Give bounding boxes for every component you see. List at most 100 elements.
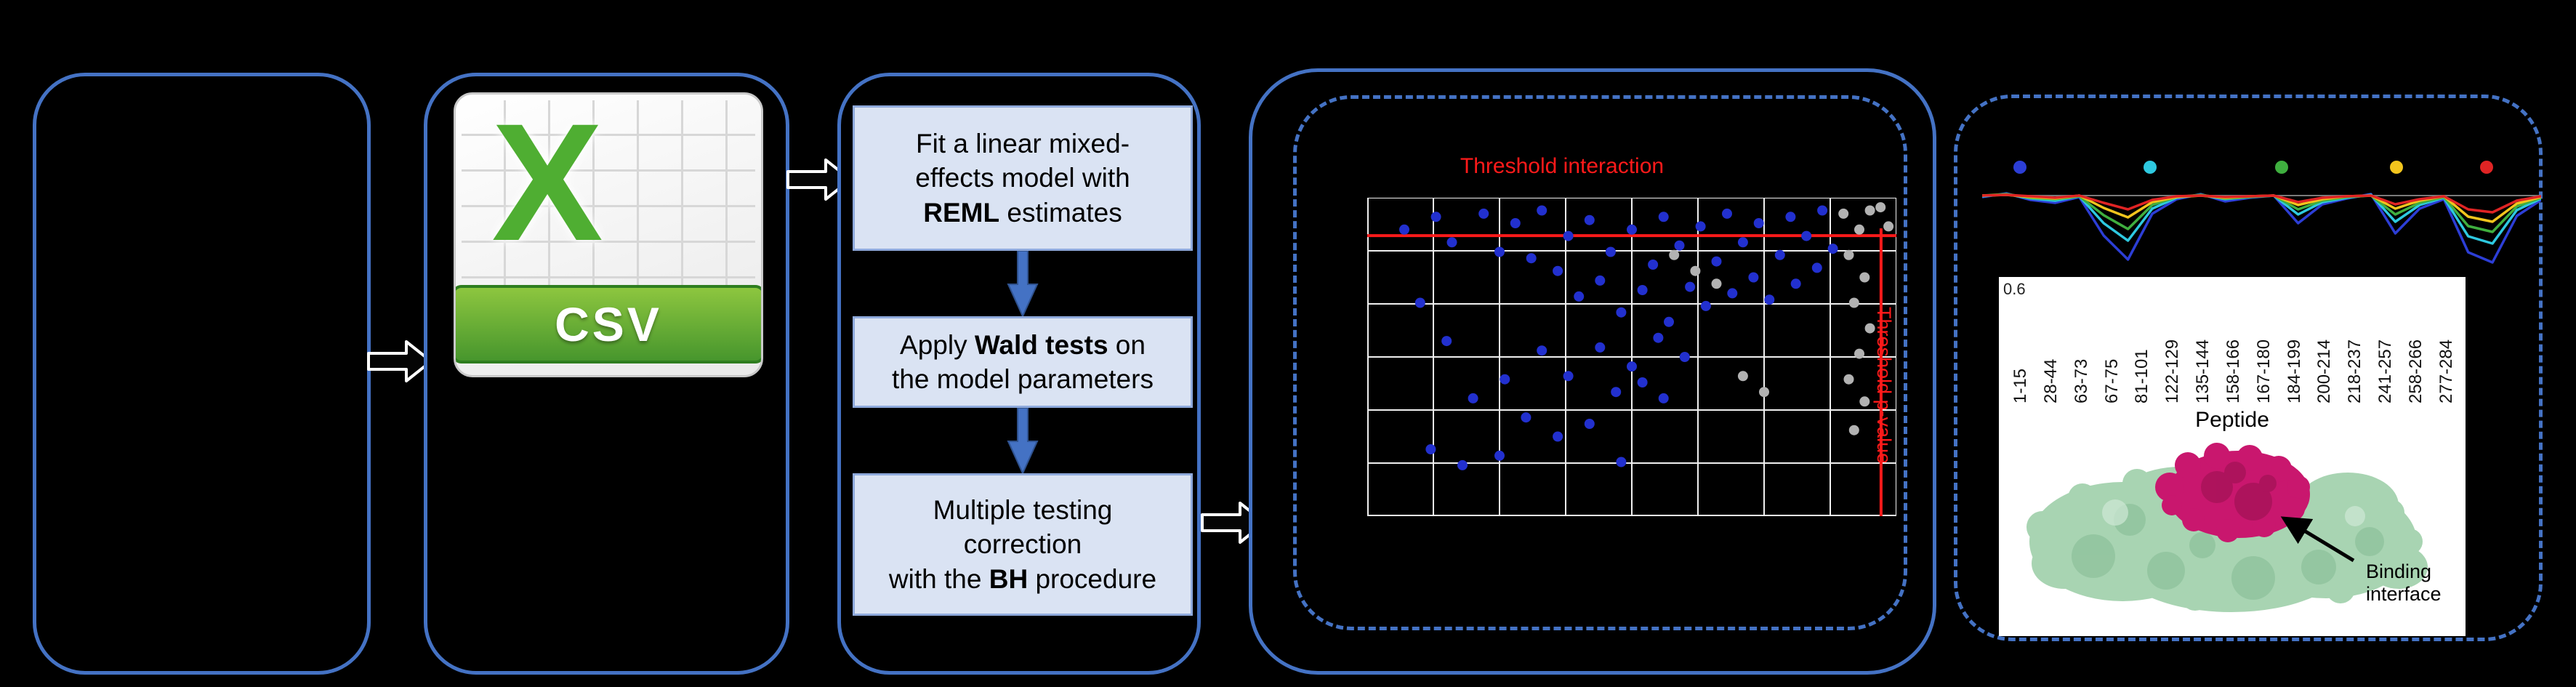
volcano-point <box>1563 230 1574 241</box>
uptake-series-line <box>1982 193 2541 245</box>
volcano-point <box>1537 345 1547 356</box>
volcano-point <box>1748 272 1759 283</box>
uptake-series-line <box>1982 193 2541 214</box>
volcano-point <box>1843 249 1854 260</box>
volcano-point <box>1864 205 1875 216</box>
results-panel: Threshold interaction Threshold p-value <box>1249 68 1936 675</box>
uptake-chart-svg <box>1982 192 2541 264</box>
flow-arrow-right-icon <box>367 340 432 382</box>
binding-interface-caption: Binding interface <box>2366 561 2442 606</box>
binding-interface-arrow <box>2280 516 2355 563</box>
peptide-tick-label: 200-214 <box>2314 339 2335 403</box>
step-text-bold: Wald tests <box>974 329 1108 360</box>
volcano-point <box>1537 205 1547 216</box>
uptake-difference-chart <box>1982 142 2541 274</box>
volcano-point <box>1414 297 1425 308</box>
csv-input-panel: X CSV <box>424 73 789 675</box>
state-legend-dot <box>2275 161 2289 174</box>
peptide-tick-label: 158-166 <box>2223 339 2243 403</box>
threshold-interaction-label: Threshold interaction <box>1460 154 1665 178</box>
volcano-point <box>1584 419 1595 429</box>
volcano-point <box>1658 393 1669 403</box>
peptide-tick-labels: 1-15 28-44 63-73 67-75 81-101 122-129 135-144 1… <box>2011 283 2457 405</box>
volcano-point <box>1553 431 1563 442</box>
volcano-point <box>1595 275 1606 286</box>
volcano-point <box>1399 224 1409 235</box>
peptide-tick-label: 167-180 <box>2253 339 2274 403</box>
excel-x-glyph: X <box>491 92 603 276</box>
method-step-text: Multiple testing correction with the BH … <box>889 493 1156 596</box>
step-text: on the model parameters <box>892 329 1154 394</box>
volcano-point <box>1753 218 1764 228</box>
volcano-point <box>1526 253 1537 264</box>
volcano-point <box>1883 221 1894 232</box>
state-legend-dot <box>2479 161 2493 174</box>
csv-banner: CSV <box>456 285 761 363</box>
volcano-point <box>1711 278 1722 289</box>
volcano-point <box>1648 260 1659 270</box>
volcano-point <box>1774 249 1785 260</box>
peptide-tick-label: 122-129 <box>2162 339 2183 403</box>
volcano-point <box>1722 208 1732 219</box>
csv-banner-label: CSV <box>555 297 662 351</box>
peptide-tick-label: 81-101 <box>2132 349 2152 403</box>
volcano-point <box>1494 450 1505 461</box>
state-legend-dot <box>2389 161 2403 174</box>
volcano-point <box>1457 459 1468 470</box>
volcano-point <box>1848 297 1859 308</box>
volcano-point <box>1711 256 1722 267</box>
peptide-tick-label: 258-266 <box>2405 339 2426 403</box>
method-step-text: Fit a linear mixed- effects model with R… <box>915 126 1130 230</box>
volcano-point <box>1759 387 1769 398</box>
volcano-point <box>1859 272 1870 283</box>
volcano-scatter-plot <box>1367 198 1896 516</box>
peptide-tick-label: 28-44 <box>2040 358 2061 403</box>
statistical-method-panel: Fit a linear mixed- effects model with R… <box>837 73 1201 675</box>
uptake-series-lines <box>1982 192 2541 264</box>
peptide-tick-label: 135-144 <box>2193 339 2213 403</box>
csv-file-icon: X CSV <box>454 92 763 377</box>
volcano-point <box>1695 221 1706 232</box>
peptide-tick-label: 1-15 <box>2011 368 2030 403</box>
volcano-point <box>1584 214 1595 225</box>
peptide-axis-label: Peptide <box>2195 408 2269 432</box>
volcano-point <box>1611 387 1622 398</box>
protein-surface-highlight <box>2102 499 2365 526</box>
volcano-point <box>1790 278 1801 289</box>
volcano-point <box>1605 246 1616 257</box>
volcano-point <box>1764 294 1775 305</box>
volcano-point <box>1737 237 1748 248</box>
volcano-point <box>1616 307 1627 318</box>
volcano-point <box>1679 352 1690 362</box>
volcano-point <box>1674 240 1685 251</box>
volcano-point <box>1446 237 1457 248</box>
peptide-tick-label: 277-284 <box>2436 339 2456 403</box>
volcano-plot-region: Threshold interaction Threshold p-value <box>1293 95 1907 630</box>
volcano-point <box>1627 224 1637 235</box>
volcano-point <box>1848 425 1859 435</box>
step-text: estimates <box>999 197 1122 228</box>
step-text: procedure <box>1028 563 1157 594</box>
threshold-pvalue-label: Threshold p-value <box>1873 307 1895 465</box>
volcano-point <box>1441 336 1452 347</box>
y-axis-tick-label: 0.6 <box>2003 280 2026 298</box>
method-step-wald: Apply Wald tests on the model parameters <box>853 316 1193 408</box>
volcano-point <box>1653 332 1664 343</box>
volcano-point <box>1494 246 1505 257</box>
method-step-bh: Multiple testing correction with the BH … <box>853 473 1193 616</box>
peptide-axis-panel: 0.6 1-15 28-44 63-73 67-75 81-101 122-129 135-… <box>1999 277 2466 636</box>
peptide-tick-label: 184-199 <box>2284 339 2304 403</box>
flow-arrow-down-icon <box>1007 251 1039 316</box>
volcano-point <box>1737 371 1748 382</box>
volcano-point <box>1627 361 1637 372</box>
volcano-point <box>1801 230 1812 241</box>
volcano-point <box>1864 323 1875 334</box>
volcano-point <box>1658 212 1669 222</box>
volcano-point <box>1854 224 1864 235</box>
volcano-point <box>1478 208 1489 219</box>
volcano-point <box>1664 316 1674 327</box>
volcano-point <box>1595 342 1606 353</box>
volcano-point <box>1727 288 1738 299</box>
step-text: Apply <box>900 329 975 360</box>
